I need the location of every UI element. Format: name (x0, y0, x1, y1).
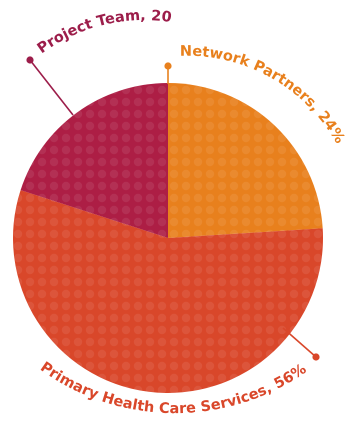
leader-primary-health-care-line (282, 327, 317, 358)
leader-lines (26, 56, 320, 361)
leader-primary-health-care-dot (312, 353, 320, 361)
leader-network-partners-dot (164, 62, 172, 70)
pie-texture (13, 82, 324, 393)
label-project-team: Project Team, 20% (0, 0, 173, 57)
leader-project-team-dot (26, 56, 34, 64)
leader-project-team-line (29, 59, 74, 116)
slice-texture-1 (13, 190, 324, 393)
slice-texture-2 (20, 82, 168, 238)
slice-texture-0 (168, 83, 323, 238)
